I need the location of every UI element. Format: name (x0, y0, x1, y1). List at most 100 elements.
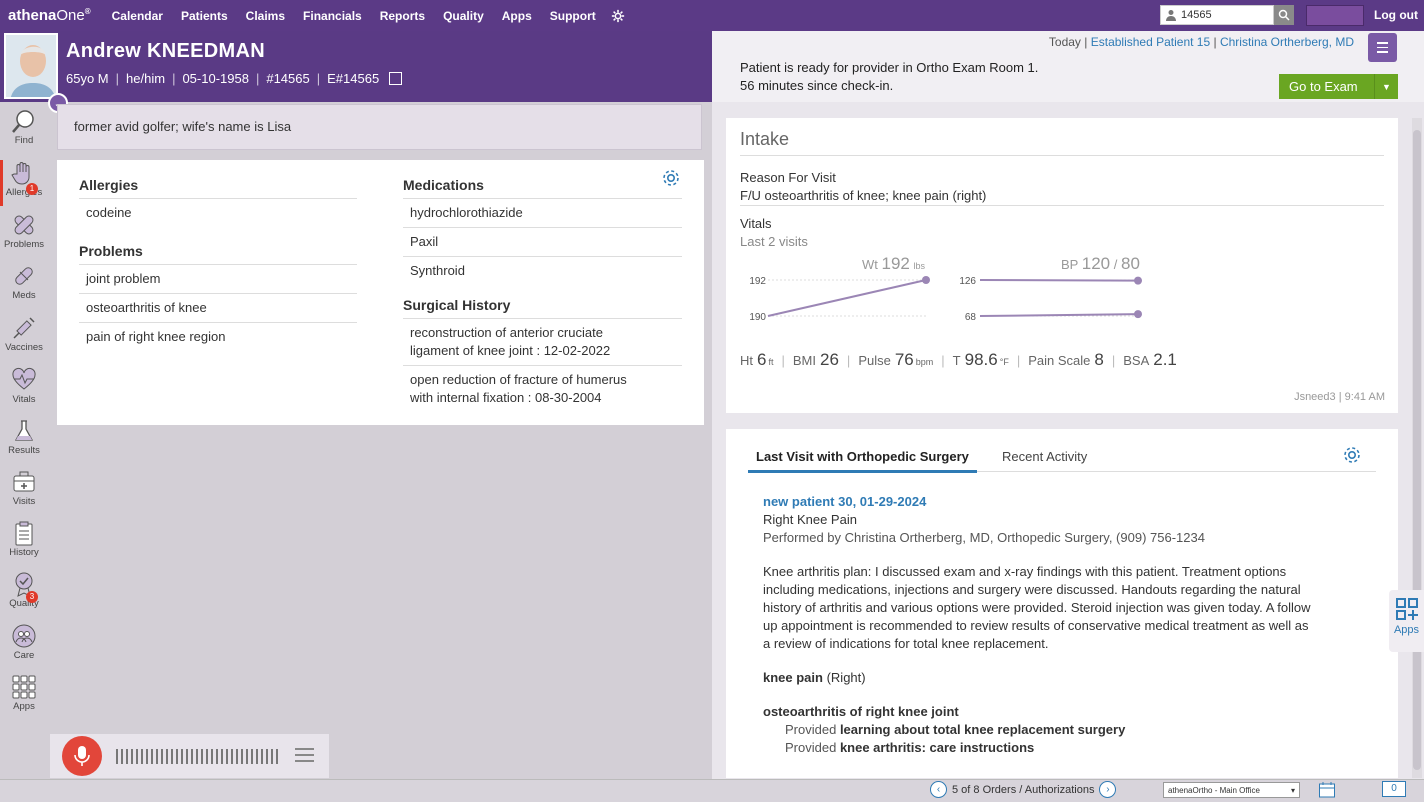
diagnosis-side: (Right) (826, 670, 866, 685)
apps-side-tab[interactable]: Apps (1389, 590, 1424, 652)
pulse-unit: bpm (915, 357, 934, 367)
user-menu-button[interactable] (1306, 5, 1364, 26)
nav-patients[interactable]: Patients (180, 8, 228, 23)
chart-series-line (767, 279, 927, 317)
bp-diastolic: 80 (1120, 254, 1140, 273)
sidebar-item-meds[interactable]: Meds (0, 263, 48, 301)
patient-demographics: 65yo M | he/him | 05-10-1958 | #14565 | E#14… (66, 71, 403, 86)
nav-claims[interactable]: Claims (245, 8, 286, 23)
medication-item[interactable]: hydrochlorothiazide (403, 198, 682, 227)
plan-text-line: history of arthritis and various options… (763, 600, 1311, 615)
problem-item[interactable]: joint problem (79, 264, 357, 293)
nav-financials[interactable]: Financials (303, 8, 362, 23)
problem-item[interactable]: pain of right knee region (79, 322, 357, 351)
patient-portrait-icon (6, 35, 56, 97)
provider-link[interactable]: Christina Ortherberg, MD (1219, 35, 1354, 49)
apps-add-icon (1395, 598, 1418, 620)
last-visit-link[interactable]: new patient 30, 01-29-2024 (763, 494, 927, 509)
orders-prev-icon[interactable]: ‹ (930, 781, 947, 798)
tab-last-visit[interactable]: Last Visit with Orthopedic Surgery (748, 449, 977, 473)
orders-next-icon[interactable]: › (1099, 781, 1117, 798)
logout-link[interactable]: Log out (1374, 8, 1418, 22)
sidebar-item-label: Care (13, 650, 35, 661)
search-icon (1278, 9, 1290, 21)
sidebar-item-results[interactable]: Results (0, 418, 48, 456)
messages-icon[interactable]: 0 (1382, 781, 1406, 797)
pulse-label: Pulse (858, 353, 891, 368)
quality-badge: 3 (26, 591, 38, 603)
calendar-icon[interactable] (1318, 781, 1336, 799)
patient-header (0, 31, 712, 102)
height-label: Ht (740, 353, 753, 368)
sidebar-item-label: Allergies (5, 187, 43, 198)
scrollbar-thumb[interactable] (1413, 130, 1421, 770)
people-icon (12, 624, 36, 648)
status-checkin-time: 56 minutes since check-in. (740, 78, 894, 93)
sidebar-item-allergies[interactable]: 1 Allergies (0, 160, 48, 198)
chart-data-point[interactable] (1134, 310, 1142, 319)
nav-calendar[interactable]: Calendar (111, 8, 163, 23)
settings-gear-icon[interactable] (611, 9, 625, 23)
nav-quality[interactable]: Quality (443, 8, 484, 23)
status-room: Patient is ready for provider in Ortho E… (740, 60, 1039, 75)
sidebar-item-quality[interactable]: 3 Quality (0, 571, 48, 609)
search-button[interactable] (1274, 5, 1294, 25)
patient-dob: 05-10-1958 (182, 71, 249, 86)
provided-prefix: Provided (785, 740, 837, 755)
chart-data-point[interactable] (922, 276, 930, 284)
scrollbar[interactable] (1412, 118, 1422, 778)
patient-search-input[interactable]: 14565 (1160, 5, 1274, 25)
chart-tick-label: 192 (749, 276, 766, 287)
pain-scale-value: 8 (1094, 350, 1104, 369)
vitals-label: Vitals (740, 216, 772, 231)
microphone-button[interactable] (62, 736, 102, 776)
sidebar-item-problems[interactable]: Problems (0, 212, 48, 250)
nav-reports[interactable]: Reports (379, 8, 426, 23)
last-visit-settings-gear-icon[interactable] (1342, 445, 1362, 465)
clinical-settings-gear-icon[interactable] (661, 168, 681, 188)
sidebar-item-visits[interactable]: Visits (0, 469, 48, 507)
medication-item[interactable]: Synthroid (403, 256, 682, 285)
visit-type-link[interactable]: Established Patient 15 (1090, 35, 1211, 49)
problems-title: Problems (79, 243, 143, 259)
sidebar-item-apps[interactable]: Apps (0, 674, 48, 712)
caret-down-icon[interactable]: ▼ (1374, 74, 1398, 99)
reason-for-visit-value[interactable]: F/U osteoarthritis of knee; knee pain (r… (740, 188, 987, 203)
document-icon[interactable] (389, 72, 403, 85)
patient-photo[interactable] (4, 33, 58, 99)
sidebar-item-history[interactable]: History (0, 520, 48, 558)
diagnosis-osteoarthritis: osteoarthritis of right knee joint (763, 704, 959, 719)
logo-text: athena (8, 7, 57, 24)
allergy-item[interactable]: codeine (79, 198, 357, 227)
department-select[interactable]: athenaOrtho - Main Office ▾ (1163, 782, 1300, 798)
sidebar-item-vaccines[interactable]: Vaccines (0, 315, 48, 353)
go-to-exam-button[interactable]: Go to Exam ▼ (1279, 74, 1398, 99)
provided-handout: learning about total knee replacement su… (839, 722, 1126, 737)
nav-support[interactable]: Support (549, 8, 596, 23)
patient-note[interactable]: former avid golfer; wife's name is Lisa (57, 104, 702, 150)
nav-apps[interactable]: Apps (501, 8, 532, 23)
athenaone-logo[interactable]: athenaOne® (0, 7, 91, 24)
height-unit: ft (768, 357, 774, 367)
vitals-subtitle: Last 2 visits (740, 234, 808, 249)
sidebar-item-label: Meds (12, 290, 36, 301)
plan-text-line: Knee arthritis plan: I discussed exam an… (763, 564, 1287, 579)
medications-title: Medications (403, 177, 484, 193)
provided-prefix: Provided (785, 722, 837, 737)
tab-recent-activity[interactable]: Recent Activity (1002, 449, 1088, 464)
sidebar-item-find[interactable]: Find (0, 108, 48, 146)
sidebar-item-vitals[interactable]: Vitals (0, 367, 48, 405)
medication-item[interactable]: Paxil (403, 227, 682, 256)
weight-value: 192 (881, 254, 910, 273)
sidebar-item-care[interactable]: Care (0, 623, 48, 661)
encounter-menu-button[interactable] (1368, 33, 1397, 62)
dictation-menu-icon[interactable] (295, 748, 314, 762)
orders-count[interactable]: 5 of 8 Orders / Authorizations (952, 783, 1095, 796)
bandage-icon (14, 215, 34, 235)
bsa-label: BSA (1123, 353, 1150, 368)
problem-item[interactable]: osteoarthritis of knee (79, 293, 357, 322)
surgical-item[interactable]: reconstruction of anterior cruciate liga… (403, 318, 682, 365)
surgical-item[interactable]: open reduction of fracture of humerus wi… (403, 365, 682, 412)
temperature-unit: °F (999, 357, 1009, 367)
chart-data-point[interactable] (1134, 276, 1142, 285)
